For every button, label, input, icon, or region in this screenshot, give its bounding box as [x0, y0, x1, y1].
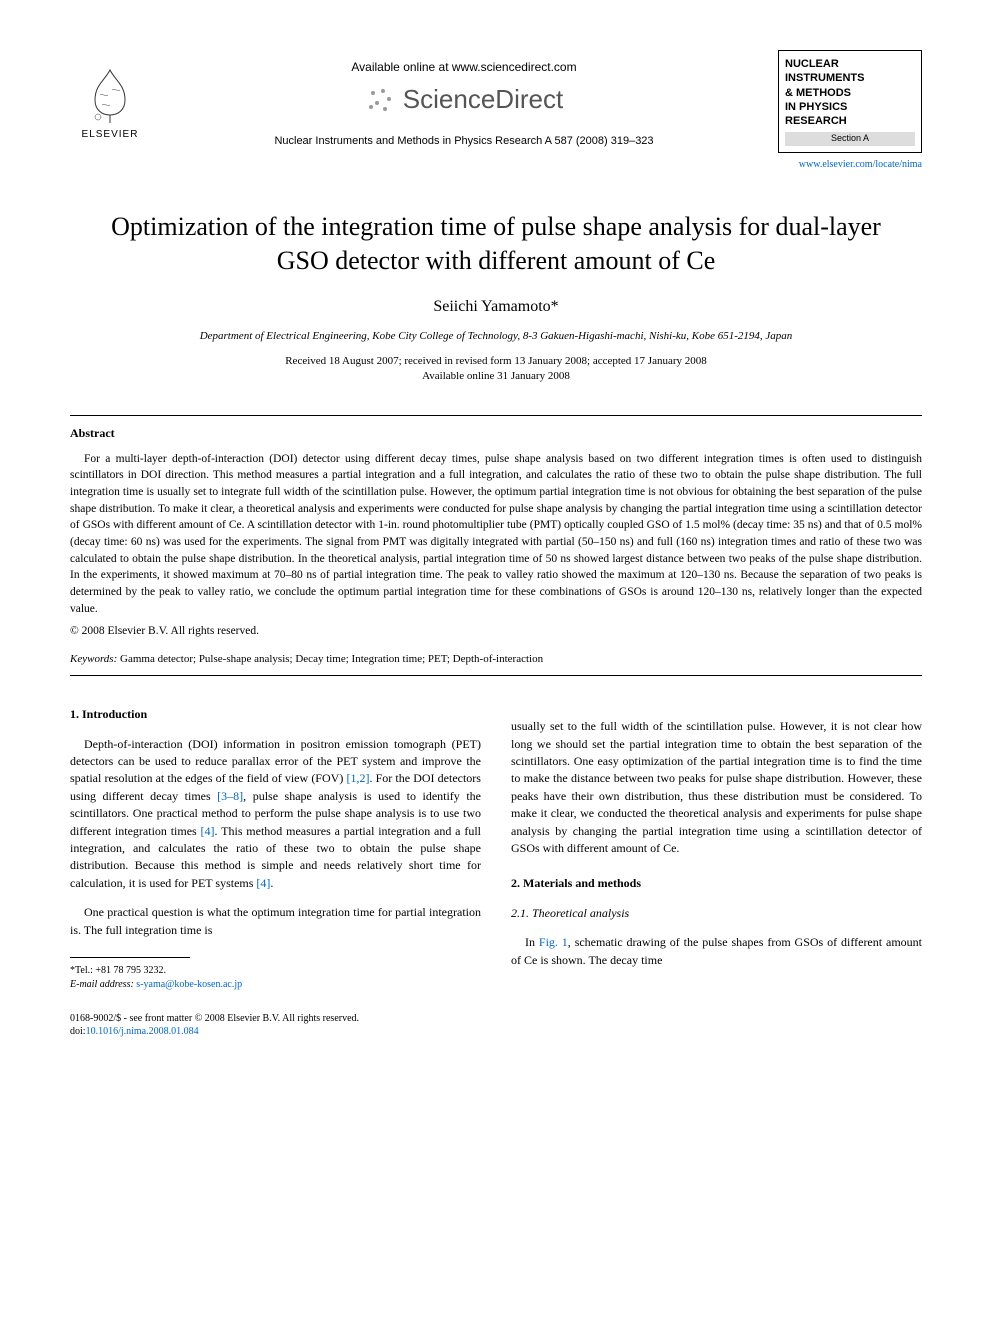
footnote-separator — [70, 957, 190, 958]
citation-link[interactable]: [4] — [201, 824, 215, 838]
elsevier-tree-icon — [80, 65, 140, 125]
journal-box-line: NUCLEAR — [785, 57, 915, 71]
figure-link[interactable]: Fig. 1 — [539, 935, 568, 949]
paragraph: In Fig. 1, schematic drawing of the puls… — [511, 934, 922, 969]
journal-box-container: NUCLEAR INSTRUMENTS & METHODS IN PHYSICS… — [778, 50, 922, 170]
page: ELSEVIER Available online at www.science… — [0, 0, 992, 1078]
sciencedirect-icon — [365, 85, 395, 115]
divider — [70, 675, 922, 676]
publication-dates: Received 18 August 2007; received in rev… — [70, 354, 922, 385]
citation-link[interactable]: [3–8] — [217, 789, 243, 803]
footer-front-matter: 0168-9002/$ - see front matter © 2008 El… — [70, 1012, 481, 1025]
citation-link[interactable]: [1,2] — [346, 771, 369, 785]
paragraph: Depth-of-interaction (DOI) information i… — [70, 736, 481, 893]
email-label: E-mail address: — [70, 979, 134, 990]
sciencedirect-text: ScienceDirect — [403, 84, 563, 115]
keywords-text: Gamma detector; Pulse-shape analysis; De… — [117, 653, 543, 665]
header-row: ELSEVIER Available online at www.science… — [70, 50, 922, 170]
sciencedirect-logo: ScienceDirect — [150, 84, 778, 115]
abstract-heading: Abstract — [70, 426, 922, 441]
author-name: Seiichi Yamamoto* — [70, 298, 922, 316]
center-header: Available online at www.sciencedirect.co… — [150, 50, 778, 147]
section-2-heading: 2. Materials and methods — [511, 875, 922, 892]
affiliation: Department of Electrical Engineering, Ko… — [70, 330, 922, 342]
journal-box-line: INSTRUMENTS — [785, 71, 915, 85]
footer: 0168-9002/$ - see front matter © 2008 El… — [70, 1012, 481, 1038]
abstract-text: For a multi-layer depth-of-interaction (… — [70, 451, 922, 618]
email-link[interactable]: s-yama@kobe-kosen.ac.jp — [134, 979, 242, 990]
article-title: Optimization of the integration time of … — [90, 210, 902, 278]
footer-doi: doi:10.1016/j.nima.2008.01.084 — [70, 1025, 481, 1038]
dates-line: Available online 31 January 2008 — [70, 369, 922, 384]
elsevier-text: ELSEVIER — [82, 129, 139, 140]
journal-box-line: RESEARCH — [785, 114, 915, 128]
body-text: . — [270, 876, 273, 890]
elsevier-logo: ELSEVIER — [70, 50, 150, 140]
copyright-line: © 2008 Elsevier B.V. All rights reserved… — [70, 625, 922, 637]
paragraph: usually set to the full width of the sci… — [511, 718, 922, 857]
section-2-1-heading: 2.1. Theoretical analysis — [511, 905, 922, 922]
footnote-email: E-mail address: s-yama@kobe-kosen.ac.jp — [70, 978, 481, 992]
citation-link[interactable]: [4] — [256, 876, 270, 890]
paragraph: One practical question is what the optim… — [70, 904, 481, 939]
divider — [70, 415, 922, 416]
doi-link[interactable]: 10.1016/j.nima.2008.01.084 — [86, 1026, 199, 1037]
journal-url-link[interactable]: www.elsevier.com/locate/nima — [799, 159, 922, 170]
journal-box-line: IN PHYSICS — [785, 100, 915, 114]
doi-label: doi: — [70, 1026, 86, 1037]
journal-section: Section A — [785, 132, 915, 146]
body-text: , schematic drawing of the pulse shapes … — [511, 935, 922, 966]
body-columns: 1. Introduction Depth-of-interaction (DO… — [70, 706, 922, 1038]
keywords: Keywords: Gamma detector; Pulse-shape an… — [70, 653, 922, 665]
dates-line: Received 18 August 2007; received in rev… — [70, 354, 922, 369]
left-column: 1. Introduction Depth-of-interaction (DO… — [70, 706, 481, 1038]
body-text: In — [525, 935, 539, 949]
section-1-heading: 1. Introduction — [70, 706, 481, 723]
keywords-label: Keywords: — [70, 653, 117, 665]
footnote-tel: *Tel.: +81 78 795 3232. — [70, 964, 481, 978]
right-column: usually set to the full width of the sci… — [511, 706, 922, 1038]
journal-box-line: & METHODS — [785, 86, 915, 100]
available-online-text: Available online at www.sciencedirect.co… — [150, 60, 778, 74]
abstract-body: For a multi-layer depth-of-interaction (… — [70, 451, 922, 618]
journal-reference: Nuclear Instruments and Methods in Physi… — [150, 135, 778, 147]
journal-title-box: NUCLEAR INSTRUMENTS & METHODS IN PHYSICS… — [778, 50, 922, 153]
